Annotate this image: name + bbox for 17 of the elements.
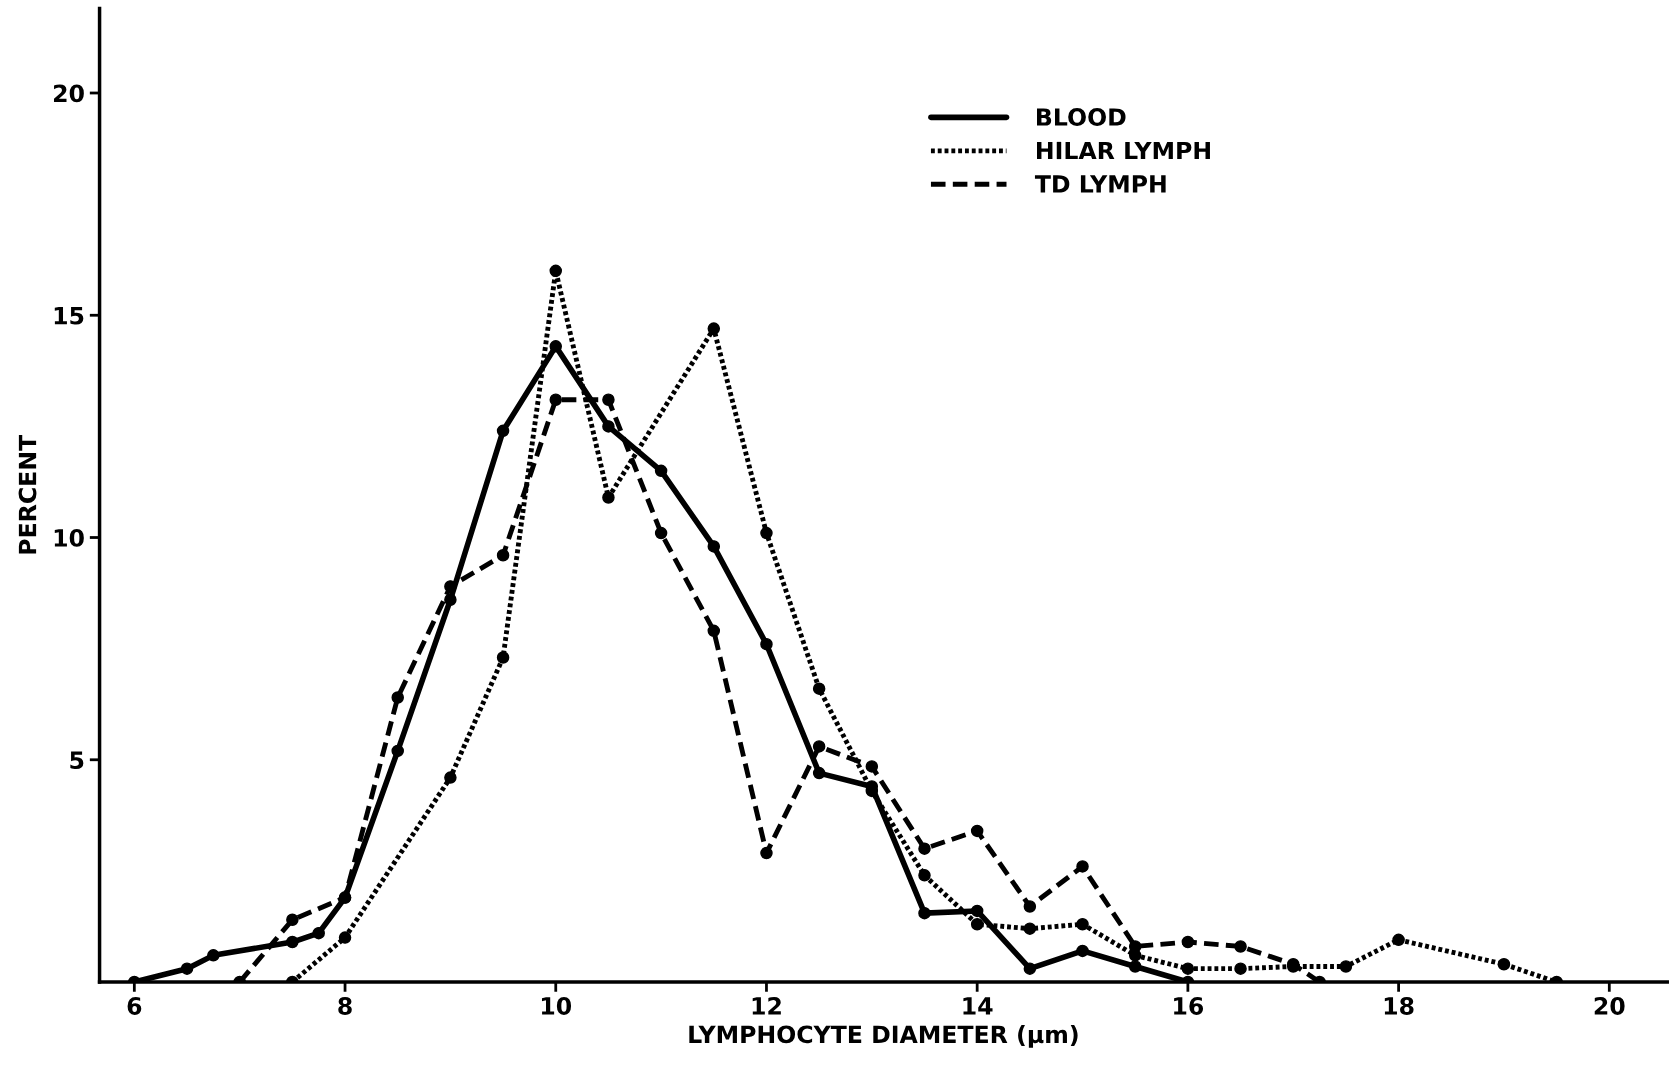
x-axis-title: LYMPHOCYTE DIAMETER (μm) [689,1025,1078,1048]
x-tick-label: 16 [1174,997,1204,1015]
x-tick-label: 18 [1384,997,1414,1015]
x-tick-label: 6 [127,997,142,1015]
x-tick-label: 20 [1594,997,1625,1015]
y-tick-label: 15 [54,307,84,325]
x-tick-label: 10 [541,997,572,1015]
y-tick-label: 5 [70,751,84,770]
legend-label: TD LYMPH [1034,175,1166,193]
legend-label: HILAR LYMPH [1037,141,1210,160]
x-tick-label: 14 [963,997,993,1015]
x-tick-label: 8 [338,997,352,1015]
y-tick-label: 20 [53,84,84,103]
x-tick-label: 12 [752,997,781,1015]
y-axis-title: PERCENT [18,434,37,554]
y-tick-label: 10 [54,528,84,547]
legend-label: BLOOD [1037,108,1126,126]
